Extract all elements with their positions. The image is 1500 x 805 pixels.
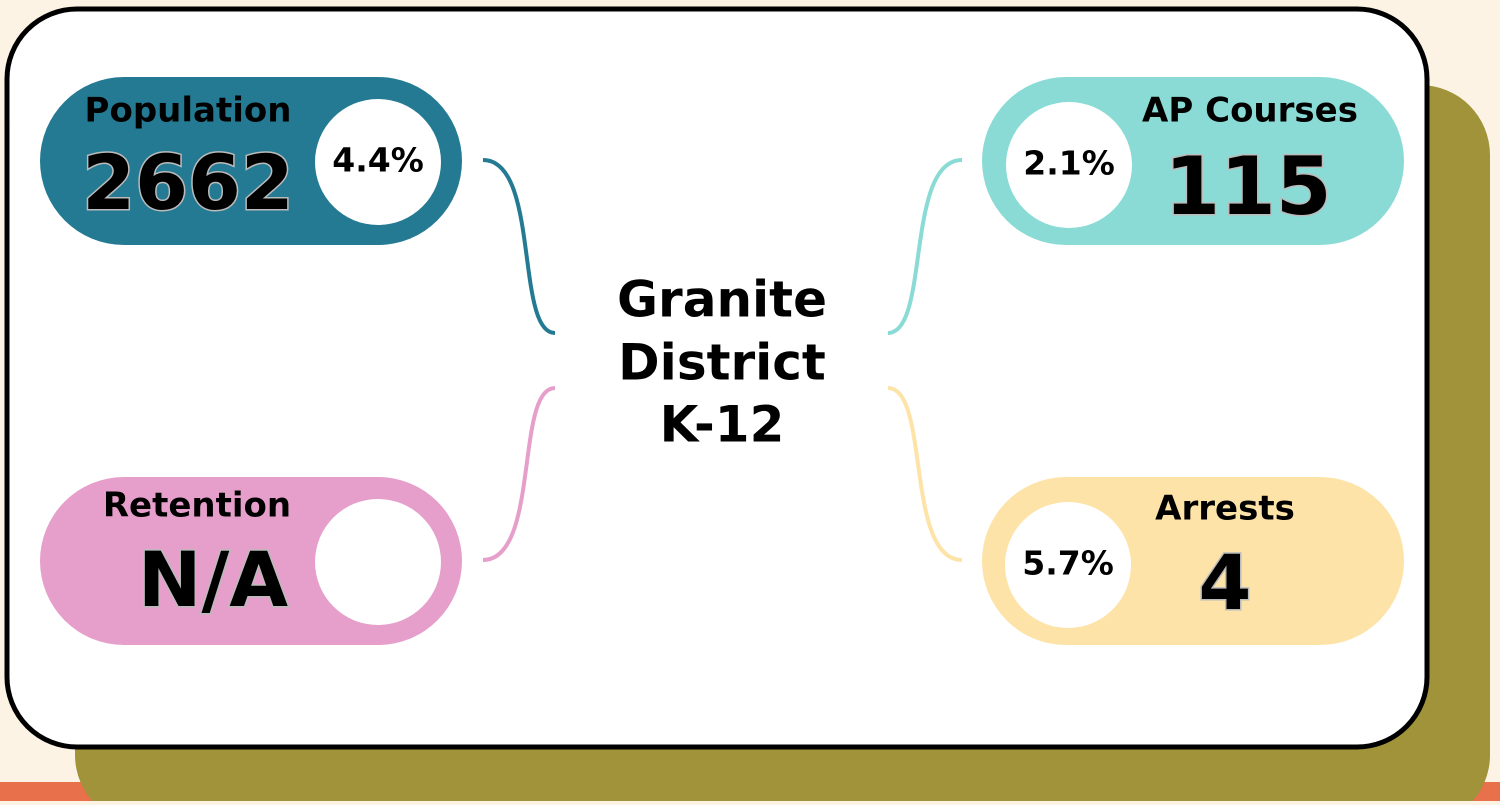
stat-label: Retention — [103, 486, 291, 526]
connector — [887, 158, 963, 335]
title-line: Granite — [617, 271, 827, 329]
stat-label: Population — [85, 91, 292, 131]
stat-value: N/A — [138, 535, 288, 624]
stat-label: Arrests — [1155, 489, 1295, 529]
stat-percent: 5.7% — [1022, 544, 1114, 583]
title-line: District — [618, 334, 826, 392]
connector — [482, 158, 556, 335]
stat-value: 4 — [1199, 538, 1252, 627]
badge — [1006, 102, 1132, 228]
stat-percent: 4.4% — [332, 141, 424, 180]
badge — [315, 99, 441, 225]
stat-label: AP Courses — [1142, 91, 1358, 131]
connector — [482, 386, 556, 562]
connector — [887, 386, 963, 562]
stat-percent: 2.1% — [1023, 144, 1115, 183]
badge — [1005, 502, 1131, 628]
badge — [315, 499, 441, 625]
stat-value: 2662 — [82, 138, 294, 227]
stat-value: 115 — [1165, 140, 1332, 233]
title-line: K-12 — [660, 396, 785, 454]
